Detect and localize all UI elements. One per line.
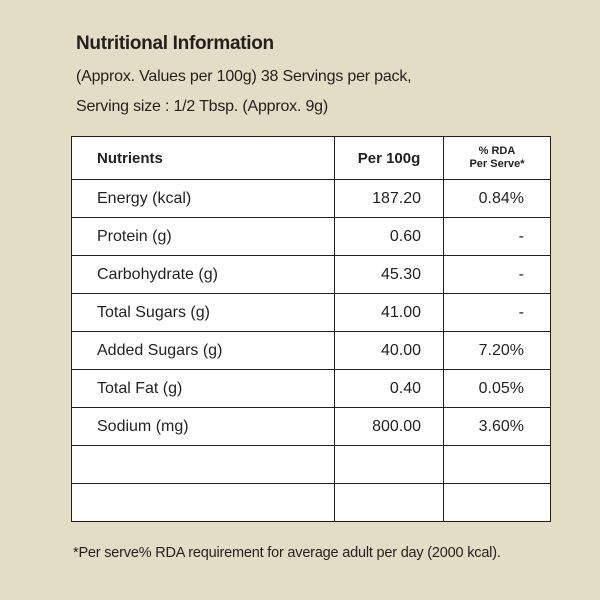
table-row: Carbohydrate (g) 45.30 - [71, 255, 551, 294]
nutrient-name: Energy (kcal) [71, 179, 335, 218]
nutrient-name: Added Sugars (g) [71, 331, 335, 370]
rda-footnote: *Per serve% RDA requirement for average … [73, 545, 501, 561]
table-row: Total Sugars (g) 41.00 - [71, 293, 551, 332]
rda-value: 3.60% [443, 407, 551, 446]
table-header-row: Nutrients Per 100g % RDA Per Serve* [71, 136, 551, 180]
nutrient-name: Sodium (mg) [71, 407, 335, 446]
per-100g-value: 187.20 [334, 179, 444, 218]
per-100g-value: 41.00 [334, 293, 444, 332]
table-row: Energy (kcal) 187.20 0.84% [71, 179, 551, 218]
header-nutrients: Nutrients [71, 136, 335, 180]
rda-value: 7.20% [443, 331, 551, 370]
rda-value [443, 445, 551, 484]
per-100g-value: 40.00 [334, 331, 444, 370]
table-row: Added Sugars (g) 40.00 7.20% [71, 331, 551, 370]
header-rda-line2: Per Serve* [469, 158, 525, 170]
header-per-100g: Per 100g [334, 136, 444, 180]
table-row-empty [71, 483, 551, 522]
nutrient-name: Total Sugars (g) [71, 293, 335, 332]
nutrient-name: Total Fat (g) [71, 369, 335, 408]
table-row: Protein (g) 0.60 - [71, 217, 551, 256]
rda-value: - [443, 293, 551, 332]
per-100g-value [334, 445, 444, 484]
table-row: Sodium (mg) 800.00 3.60% [71, 407, 551, 446]
nutrition-title: Nutritional Information [76, 33, 274, 54]
per-100g-value [334, 483, 444, 522]
nutrition-table: Nutrients Per 100g % RDA Per Serve* Ener… [71, 136, 551, 522]
rda-value: 0.05% [443, 369, 551, 408]
rda-value: - [443, 255, 551, 294]
rda-value: 0.84% [443, 179, 551, 218]
table-row-empty [71, 445, 551, 484]
per-100g-value: 45.30 [334, 255, 444, 294]
rda-value [443, 483, 551, 522]
per-100g-value: 0.60 [334, 217, 444, 256]
per-100g-value: 0.40 [334, 369, 444, 408]
table-row: Total Fat (g) 0.40 0.05% [71, 369, 551, 408]
serving-size-info: Serving size : 1/2 Tbsp. (Approx. 9g) [76, 98, 328, 115]
rda-value: - [443, 217, 551, 256]
nutrient-name [71, 445, 335, 484]
nutrient-name [71, 483, 335, 522]
nutrient-name: Protein (g) [71, 217, 335, 256]
servings-info: (Approx. Values per 100g) 38 Servings pe… [76, 68, 412, 85]
nutrient-name: Carbohydrate (g) [71, 255, 335, 294]
header-rda-line1: % RDA [478, 145, 516, 157]
per-100g-value: 800.00 [334, 407, 444, 446]
header-rda: % RDA Per Serve* [443, 136, 551, 180]
